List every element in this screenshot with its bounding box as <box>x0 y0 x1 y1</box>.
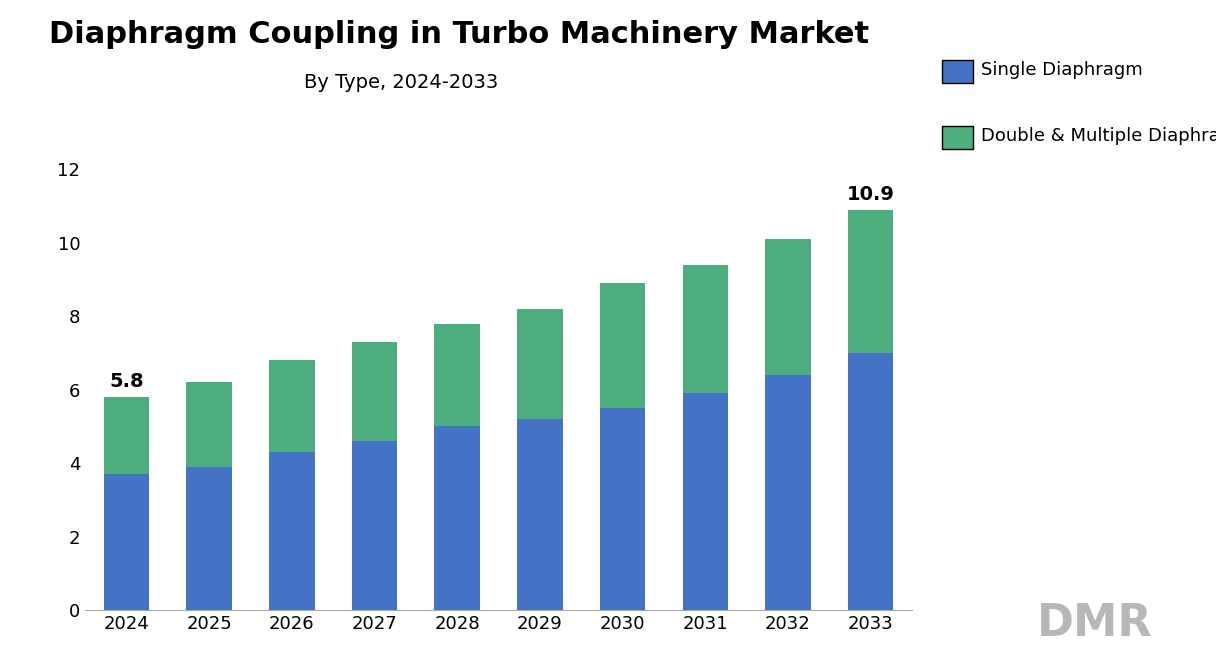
Text: 10.9: 10.9 <box>846 185 895 204</box>
Bar <box>269 452 315 610</box>
Bar <box>517 309 563 419</box>
Text: By Type, 2024-2033: By Type, 2024-2033 <box>304 73 499 92</box>
Text: Single Diaphragm: Single Diaphragm <box>981 60 1143 79</box>
Bar <box>434 324 480 426</box>
Bar <box>351 342 398 441</box>
Bar <box>103 397 150 474</box>
Bar <box>351 441 398 610</box>
Bar <box>765 239 811 375</box>
Bar <box>765 375 811 610</box>
Text: 5.8: 5.8 <box>109 373 143 391</box>
Bar <box>599 283 646 408</box>
Bar <box>186 383 232 467</box>
Bar <box>103 474 150 610</box>
Bar <box>682 265 728 393</box>
Bar <box>434 426 480 610</box>
Bar <box>186 467 232 610</box>
Bar <box>848 210 894 353</box>
Text: Diaphragm Coupling in Turbo Machinery Market: Diaphragm Coupling in Turbo Machinery Ma… <box>49 20 868 49</box>
Bar <box>682 393 728 610</box>
Bar <box>848 353 894 610</box>
Bar <box>269 360 315 452</box>
Bar <box>517 419 563 610</box>
Text: Double & Multiple Diaphragm: Double & Multiple Diaphragm <box>981 127 1216 145</box>
Text: DMR: DMR <box>1036 602 1153 644</box>
Bar <box>599 408 646 610</box>
